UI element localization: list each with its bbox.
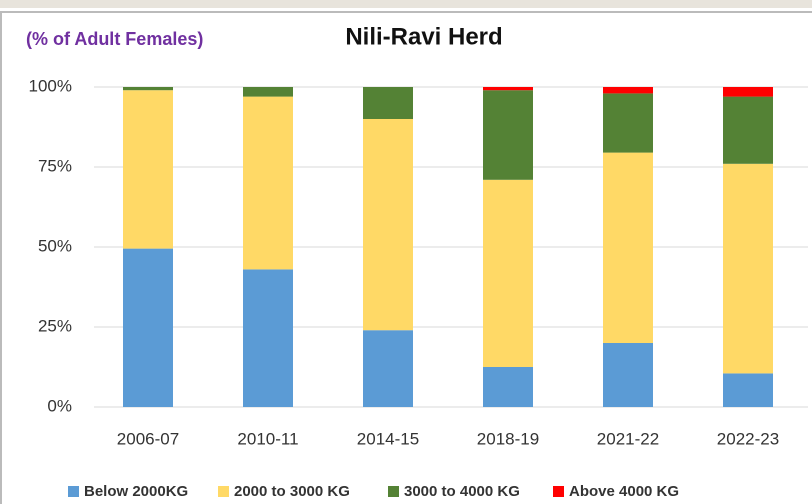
chart-title: Nili-Ravi Herd [345,23,502,50]
y-tick-label: 0% [47,396,72,415]
bar-segment [483,367,533,407]
y-tick-label: 50% [38,236,72,255]
bar-segment [123,90,173,249]
bar-segment [363,330,413,407]
bar-segment [723,87,773,97]
x-tick-label: 2021-22 [597,429,659,448]
bar-segment [243,96,293,270]
x-tick-label: 2014-15 [357,429,419,448]
top-strip [0,0,812,8]
bar-segment [363,87,413,119]
y-tick-label: 75% [38,156,72,175]
y-tick-label: 100% [29,76,72,95]
bar-segment [603,87,653,94]
legend-swatch [553,486,564,497]
bar-segment [123,87,173,91]
legend-swatch [218,486,229,497]
chart-subtitle: (% of Adult Females) [26,29,203,49]
legend-label: Below 2000KG [84,483,188,500]
x-tick-label: 2022-23 [717,429,779,448]
legend-swatch [388,486,399,497]
bar-segment [483,179,533,367]
legend-label: 2000 to 3000 KG [234,483,350,500]
bar-segment [123,248,173,407]
bar-segment [483,87,533,91]
legend-swatch [68,486,79,497]
bar-segment [723,373,773,407]
y-tick-label: 25% [38,316,72,335]
legend-label: Above 4000 KG [569,483,679,500]
bar-segment [363,119,413,331]
bar-segment [603,152,653,343]
x-tick-label: 2010-11 [237,429,298,448]
bar-segment [603,93,653,153]
x-tick-label: 2018-19 [477,429,539,448]
bar-segment [483,90,533,180]
legend-label: 3000 to 4000 KG [404,483,520,500]
bar-segment [243,269,293,407]
bar-segment [243,87,293,97]
frame [0,11,812,504]
bar-segment [723,96,773,164]
bar-segment [603,343,653,407]
bar-segment [723,163,773,374]
x-tick-label: 2006-07 [117,429,179,448]
